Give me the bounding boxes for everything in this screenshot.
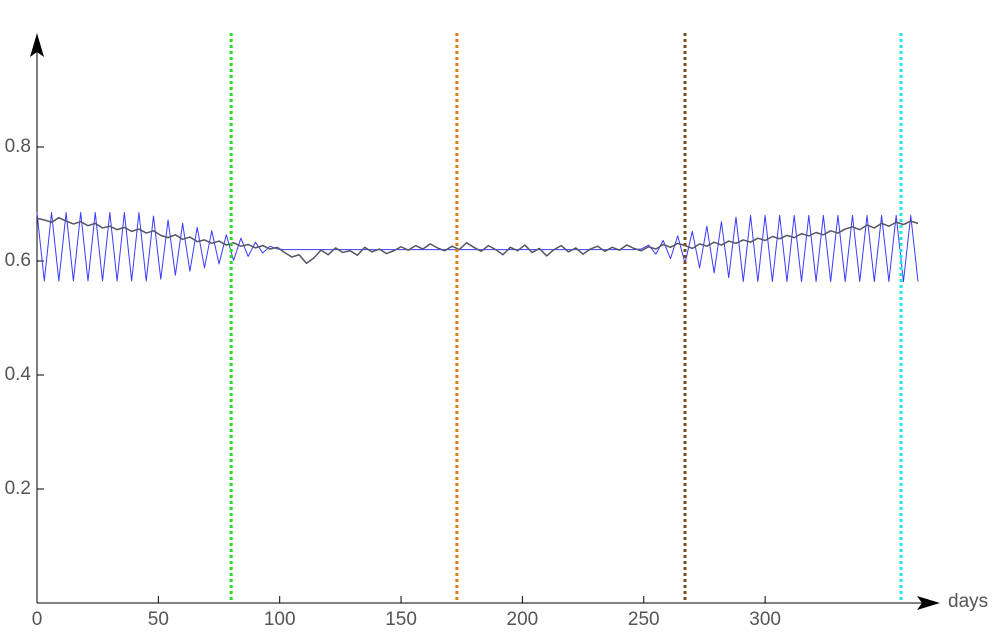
y-tick-label: 0.8 xyxy=(5,136,31,157)
x-tick-label: 150 xyxy=(385,609,417,630)
y-tick-label: 0.6 xyxy=(5,250,31,271)
line-series xyxy=(36,212,919,283)
line-series xyxy=(36,216,919,265)
x-tick-label: 0 xyxy=(32,609,43,630)
y-tick-label: 0.2 xyxy=(5,478,31,499)
x-tick-label: 100 xyxy=(264,609,296,630)
y-axis-arrow xyxy=(30,33,44,57)
x-tick-label: 200 xyxy=(507,609,539,630)
x-tick-label: 250 xyxy=(628,609,660,630)
y-tick-label: 0.4 xyxy=(5,364,32,385)
x-tick-label: 300 xyxy=(749,609,781,630)
x-tick-label: 50 xyxy=(148,609,169,630)
x-axis-arrow xyxy=(917,596,940,610)
x-axis-label: days xyxy=(948,591,988,612)
